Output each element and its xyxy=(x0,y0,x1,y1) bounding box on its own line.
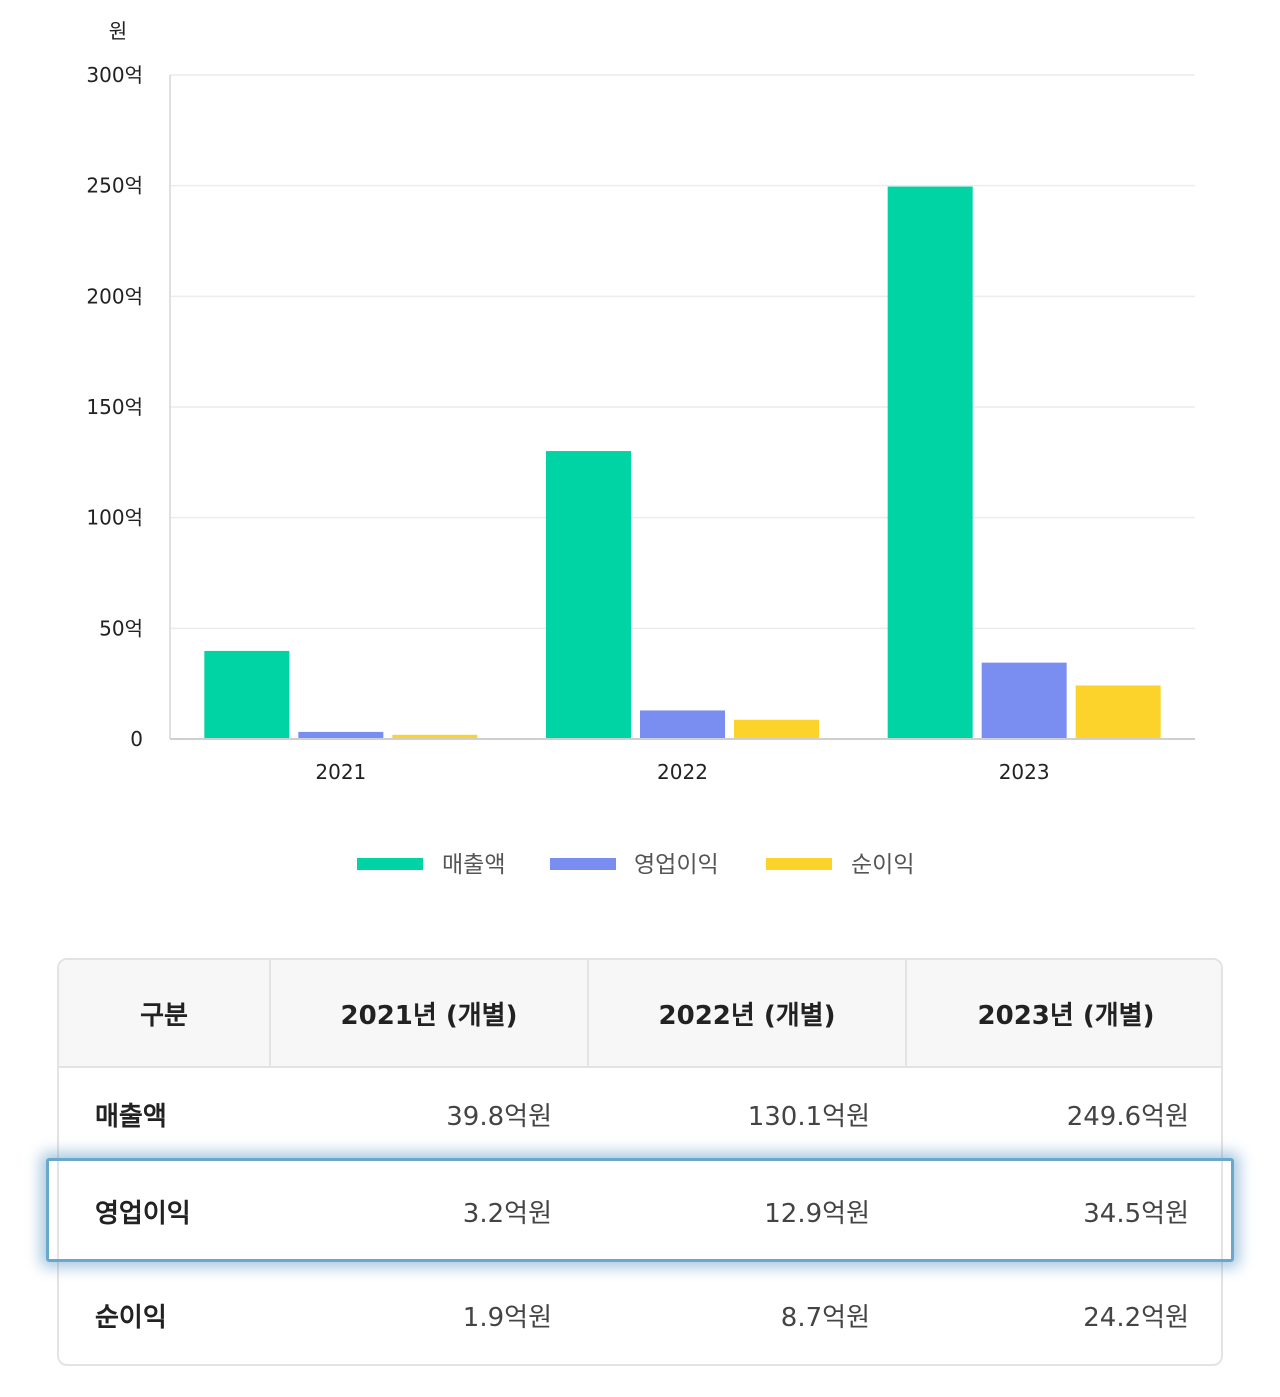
table-row-revenue: 매출액 39.8억원 130.1억원 249.6억원 xyxy=(59,1067,1221,1161)
header-category: 구분 xyxy=(59,960,271,1068)
legend-label: 영업이익 xyxy=(634,852,719,878)
row-label-operating-profit: 영업이익 xyxy=(59,1160,270,1262)
header-2023: 2023년 (개별) xyxy=(906,960,1221,1068)
header-2022: 2022년 (개별) xyxy=(588,960,907,1068)
bar-1-1 xyxy=(640,710,725,739)
y-unit-label: 원 xyxy=(109,19,127,43)
table-cell: 8.7억원 xyxy=(780,1302,870,1333)
legend-swatch xyxy=(550,858,616,870)
y-tick-label: 50억 xyxy=(99,616,143,640)
table-cell: 130.1억원 xyxy=(588,1067,906,1161)
row-label-net-income: 순이익 xyxy=(95,1302,167,1333)
x-tick-label: 2021 xyxy=(315,760,366,784)
y-tick-label: 150억 xyxy=(86,395,143,419)
legend-swatch xyxy=(766,858,832,870)
y-tick-label: 0 xyxy=(130,727,143,751)
table-row-operating-profit: 영업이익 3.2억원 12.9억원 34.5억원 xyxy=(59,1160,1221,1262)
bar-1-0 xyxy=(546,451,631,739)
bar-0-1 xyxy=(298,731,384,739)
legend-label: 순이익 xyxy=(851,852,914,878)
bar-2-0 xyxy=(887,186,973,739)
table-cell: 39.8억원 xyxy=(270,1067,588,1161)
chart-svg: 원 0 50억 100억 150억 200억 250억 300억 2021 2022 2023 매출액… xyxy=(86,19,1195,878)
y-tick-label: 200억 xyxy=(86,284,143,308)
bar-0-0 xyxy=(204,650,290,739)
y-tick-label: 100억 xyxy=(86,506,143,530)
table-cell: 24.2억원 xyxy=(1083,1302,1189,1333)
table-cell: 249.6억원 xyxy=(906,1067,1221,1161)
y-tick-label: 300억 xyxy=(86,63,143,87)
bar-2-1 xyxy=(981,662,1067,739)
table-cell: 3.2억원 xyxy=(270,1160,588,1262)
row-label-revenue: 매출액 xyxy=(59,1067,270,1161)
x-tick-label: 2023 xyxy=(999,760,1050,784)
x-tick-label: 2022 xyxy=(657,760,708,784)
bar-2-2 xyxy=(1075,685,1161,739)
table-cell: 34.5억원 xyxy=(906,1160,1221,1262)
financial-table-container: 구분 2021년 (개별) 2022년 (개별) 2023년 (개별) 매출액 … xyxy=(57,958,1223,1366)
table-cell: 1.9억원 xyxy=(462,1302,552,1333)
y-tick-label: 250억 xyxy=(86,174,143,198)
bar-1-2 xyxy=(734,719,819,739)
header-2021: 2021년 (개별) xyxy=(270,960,589,1068)
bar-0-2 xyxy=(392,734,478,739)
financial-table: 구분 2021년 (개별) 2022년 (개별) 2023년 (개별) 매출액 … xyxy=(59,960,1221,1365)
table-cell: 12.9억원 xyxy=(588,1160,906,1262)
table-header-row: 구분 2021년 (개별) 2022년 (개별) 2023년 (개별) xyxy=(59,960,1221,1068)
legend-swatch xyxy=(357,858,423,870)
table-row-net-income: 순이익 1.9억원 8.7억원 24.2억원 xyxy=(59,1262,1221,1365)
legend-label: 매출액 xyxy=(442,852,505,878)
financial-bar-chart: 원 0 50억 100억 150억 200억 250억 300억 2021 2022 2023 매출액… xyxy=(86,19,1195,878)
